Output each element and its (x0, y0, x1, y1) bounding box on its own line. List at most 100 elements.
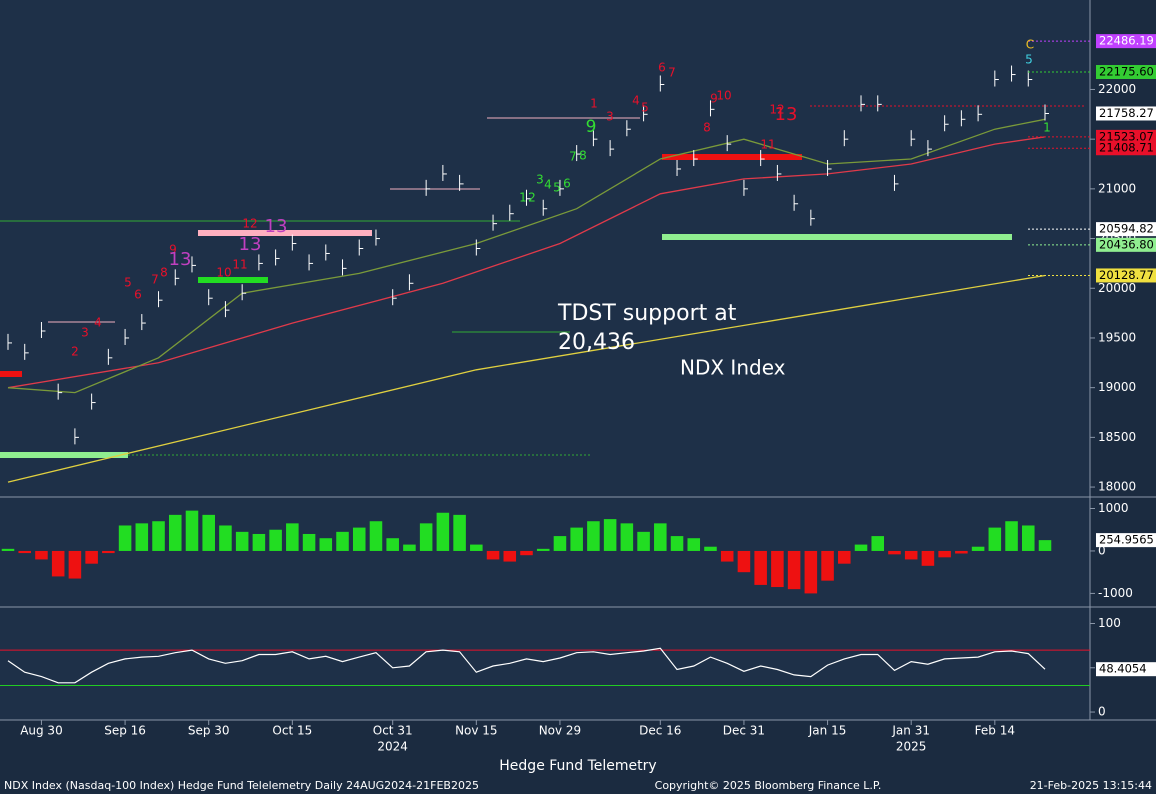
last-value-box (1096, 533, 1156, 548)
histogram-bar (938, 550, 951, 558)
level-bar (662, 154, 802, 160)
annotation: 4 (94, 316, 102, 330)
x-tick-label: Jan 15 (808, 724, 847, 738)
annotation: 13 (169, 249, 192, 270)
histogram-bar (118, 525, 132, 551)
annotation: 3 (81, 326, 89, 340)
x-tick-label: Nov 15 (455, 724, 498, 738)
annotation: 3 (606, 110, 614, 124)
histogram-bar (185, 510, 199, 551)
price-label-box (1096, 34, 1156, 49)
y-tick-label: 1000 (1098, 501, 1129, 515)
last-price-box (1096, 106, 1156, 121)
y-tick-label: 19500 (1098, 330, 1136, 344)
histogram-bar (152, 521, 165, 551)
histogram-bar (85, 550, 98, 564)
histogram-bar (620, 523, 634, 551)
price-label-box (1096, 268, 1156, 283)
level-bar (198, 230, 372, 236)
last-value-label: 48.4054 (1099, 662, 1147, 676)
last-value-label: 254.9565 (1099, 533, 1154, 547)
y-tick-label: 19000 (1098, 380, 1136, 394)
histogram-bar (102, 550, 115, 554)
level-bar (198, 277, 268, 283)
annotation: 11 (760, 138, 775, 152)
annotation: 9 (586, 117, 597, 137)
footer-right: 21-Feb-2025 13:15:44 (1030, 779, 1152, 792)
price-label-box (1096, 141, 1156, 156)
histogram-bar (838, 550, 851, 564)
annotation: 6 (658, 61, 666, 75)
histogram-bar (720, 550, 734, 562)
histogram-bar (168, 514, 182, 551)
x-tick-label: Sep 30 (188, 724, 230, 738)
y-tick-label: 20000 (1098, 281, 1136, 295)
histogram-bar (202, 514, 215, 551)
annotation: 1 (1043, 121, 1051, 135)
annotation: 7 (151, 273, 159, 287)
histogram-bar (888, 550, 901, 555)
annotation: 8 (160, 266, 168, 280)
price-label: 21523.07 (1099, 129, 1154, 143)
histogram-bar (135, 523, 149, 551)
level-bar (662, 234, 1012, 240)
x-tick-label: Oct 15 (272, 724, 312, 738)
histogram-bar (821, 550, 834, 581)
x-tick-label: Feb 14 (975, 724, 1015, 738)
histogram-bar (235, 531, 249, 551)
histogram-bar (603, 519, 617, 551)
histogram-bar (687, 538, 701, 551)
annotation: 2 (71, 345, 79, 359)
chart-title: Hedge Fund Telemetry (499, 758, 656, 774)
annotation: 13 (775, 104, 798, 125)
price-label: 20436.80 (1099, 237, 1154, 251)
histogram-bar (453, 514, 466, 551)
histogram-bar (503, 550, 517, 562)
y-tick-label: 100 (1098, 616, 1121, 630)
annotation: 12 (769, 103, 784, 117)
annotation: 5 (1025, 53, 1033, 67)
year-label: 2024 (377, 740, 408, 754)
histogram-bar (1038, 540, 1052, 551)
histogram-bar (587, 521, 600, 551)
histogram-bar (35, 550, 48, 560)
series-name: NDX Index (680, 356, 786, 380)
histogram-bar (1022, 525, 1035, 551)
price-label: 22486.19 (1099, 34, 1154, 48)
histogram-bar (570, 527, 583, 551)
last-value-box (1096, 662, 1156, 677)
histogram-bar (403, 544, 416, 551)
histogram-bar (386, 538, 399, 551)
histogram-bar (369, 521, 383, 551)
histogram-bar (971, 546, 985, 551)
x-tick-label: Nov 29 (539, 724, 582, 738)
y-tick-label: 18000 (1098, 480, 1136, 494)
histogram-bar (737, 550, 751, 573)
footer-center: Copyright© 2025 Bloomberg Finance L.P. (655, 779, 882, 792)
histogram-bar (787, 550, 801, 590)
histogram-bar (520, 550, 533, 556)
annotation: 7 (668, 66, 676, 80)
price-label-box (1096, 237, 1156, 252)
histogram-bar (352, 527, 366, 551)
histogram-bar (670, 536, 684, 551)
annotation: 6 (563, 177, 571, 191)
x-tick-label: Sep 16 (104, 724, 146, 738)
footer-left: NDX Index (Nasdaq-100 Index) Hedge Fund … (4, 779, 479, 792)
histogram-bar (637, 531, 650, 551)
y-tick-label: 0 (1098, 543, 1106, 557)
annotation: 5 (124, 276, 132, 290)
y-tick-label: 22000 (1098, 82, 1136, 96)
annotation: 4 (632, 94, 640, 108)
price-label: 20594.82 (1099, 222, 1154, 236)
histogram-bar (1, 548, 15, 551)
price-label: 20128.77 (1099, 268, 1154, 282)
y-tick-label: 18500 (1098, 430, 1136, 444)
annotation: 4 (544, 178, 552, 192)
histogram-bar (419, 523, 433, 551)
histogram-bar (854, 544, 868, 551)
last-price-label: 21758.27 (1099, 106, 1154, 120)
histogram-bar (871, 536, 885, 551)
annotation: 5 (641, 101, 649, 115)
